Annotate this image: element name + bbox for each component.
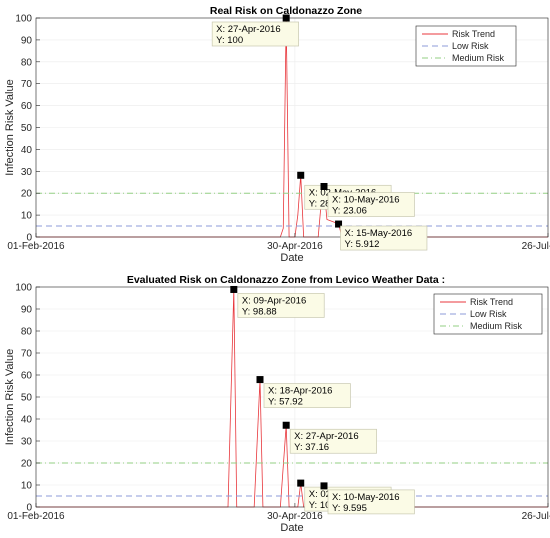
data-tip-box [263, 383, 351, 408]
y-tick-label: 20 [21, 459, 33, 470]
legend: Risk Trend Low Risk Medium Risk [415, 25, 517, 67]
data-tip-marker [282, 14, 290, 22]
y-tick-label: 20 [21, 189, 33, 200]
y-tick-label: 90 [21, 305, 33, 316]
y-tick-label: 50 [21, 123, 33, 134]
y-tick-label: 100 [15, 14, 32, 25]
y-tick-label: 10 [21, 211, 33, 222]
data-tip-y-text: Y: 10.86 [309, 500, 344, 511]
data-tip-x-text: X: 10-May-2016 [332, 194, 400, 205]
y-tick-label: 90 [21, 35, 33, 46]
y-tick-label: 100 [15, 283, 32, 294]
data-tip-y-text: Y: 9.595 [332, 503, 367, 514]
data-tip-box [289, 428, 377, 454]
data-tip-y-text: Y: 37.16 [294, 442, 329, 453]
x-tick-label: 26-Jul-2016 [522, 241, 550, 252]
data-tip-y-text: Y: 100 [216, 35, 243, 46]
data-tip-marker [335, 220, 343, 228]
x-tick-label: 01-Feb-2016 [7, 241, 65, 252]
y-tick-label: 80 [21, 327, 33, 338]
chart-title: Real Risk on Caldonazzo Zone [210, 5, 362, 17]
data-tip-marker [230, 285, 238, 293]
y-tick-label: 60 [21, 371, 33, 382]
y-tick-label: 70 [21, 79, 33, 90]
y-tick-label: 80 [21, 57, 33, 68]
data-tip-marker [320, 182, 328, 190]
legend-entry: Risk Trend [452, 29, 495, 39]
data-tip-x-text: X: 10-May-2016 [332, 492, 400, 503]
data-tip-box [237, 293, 325, 318]
data-tip-box [327, 192, 415, 217]
y-tick-label: 50 [21, 393, 33, 404]
data-tip-marker [282, 421, 290, 429]
y-tick-label: 30 [21, 167, 33, 178]
x-tick-label: 01-Feb-2016 [7, 511, 65, 522]
y-tick-label: 70 [21, 349, 33, 360]
x-tick-label: 30-Apr-2016 [267, 241, 323, 252]
data-tip-marker [320, 482, 328, 490]
y-tick-label: 60 [21, 101, 33, 112]
y-tick-label: 0 [26, 233, 32, 244]
chart-title: Evaluated Risk on Caldonazzo Zone from L… [127, 274, 445, 286]
chart-real-risk: 0 10 20 30 40 50 60 70 80 90 100 01-Feb-2016 30-Apr-… [4, 5, 550, 264]
data-tip-y-text: Y: 28.18 [309, 198, 344, 209]
data-tip-marker [256, 376, 264, 384]
data-tip-x-text: X: 18-Apr-2016 [268, 386, 332, 397]
data-tip-y-text: Y: 98.88 [242, 306, 277, 317]
data-tip-y-text: Y: 5.912 [345, 239, 380, 250]
x-tick-label: 26-Jul-2016 [522, 511, 550, 522]
y-tick-label: 40 [21, 145, 33, 156]
y-tick-label: 40 [21, 415, 33, 426]
chart-evaluated-risk: 0 10 20 30 40 50 60 70 80 90 100 01-Feb-2016 30-Apr-… [4, 274, 550, 534]
y-tick-label: 30 [21, 437, 33, 448]
legend-entry: Medium Risk [470, 321, 523, 331]
data-tip-x-text: X: 27-Apr-2016 [294, 431, 358, 442]
legend-entry: Risk Trend [470, 297, 513, 307]
data-tip-box [327, 489, 415, 515]
legend-entry: Low Risk [452, 41, 489, 51]
data-tip-box [340, 225, 428, 251]
data-tip-x-text: X: 09-Apr-2016 [242, 295, 306, 306]
data-tip-marker [297, 479, 305, 487]
x-axis-label: Date [280, 522, 303, 534]
data-tip-marker [297, 171, 305, 179]
data-tip-y-text: Y: 57.92 [268, 397, 303, 408]
y-tick-label: 0 [26, 503, 32, 514]
data-tip-box [211, 21, 299, 47]
y-tick-label: 10 [21, 481, 33, 492]
y-axis-label: Infection Risk Value [4, 79, 16, 175]
legend: Risk Trend Low Risk Medium Risk [433, 293, 543, 335]
data-tip-x-text: X: 15-May-2016 [345, 228, 413, 239]
legend-entry: Low Risk [470, 309, 507, 319]
data-tip-x-text: X: 27-Apr-2016 [216, 24, 280, 35]
x-axis-label: Date [280, 252, 303, 264]
y-axis-label: Infection Risk Value [4, 349, 16, 445]
x-tick-label: 30-Apr-2016 [267, 511, 323, 522]
legend-entry: Medium Risk [452, 53, 505, 63]
data-tip-y-text: Y: 23.06 [332, 205, 367, 216]
